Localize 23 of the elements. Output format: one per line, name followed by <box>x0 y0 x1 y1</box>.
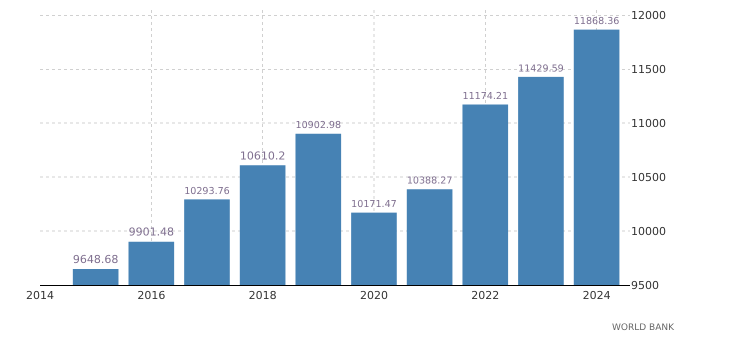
x-tick-label: 2018 <box>248 289 277 302</box>
x-tick-label: 2016 <box>137 289 166 302</box>
data-label: 11868.36 <box>574 16 620 27</box>
text: WORLD BANK <box>612 323 676 333</box>
y-tick-label: 12000 <box>631 9 666 22</box>
data-label: 11174.21 <box>462 90 508 102</box>
y-tick-label: 11000 <box>631 117 666 130</box>
data-label: 10293.76 <box>184 186 230 197</box>
data-label: 9901.48 <box>128 226 174 239</box>
x-tick-label: 2014 <box>26 289 54 302</box>
data-label: 9648.68 <box>72 252 118 266</box>
y-tick-label: 11500 <box>631 63 666 76</box>
x-tick-label: 2024 <box>582 289 611 302</box>
data-label: 10902.98 <box>296 120 342 132</box>
x-tick-label: 2022 <box>471 289 500 302</box>
y-tick-label: 10000 <box>631 224 666 238</box>
x-tick-label: 2020 <box>360 289 388 302</box>
y-tick-label: 10500 <box>631 171 666 184</box>
y-tick-label: 9500 <box>631 278 659 292</box>
data-label: 10388.27 <box>406 176 452 187</box>
data-label: 10610.2 <box>240 149 286 162</box>
data-label: 11429.59 <box>518 63 564 74</box>
data-label: 10171.47 <box>351 198 397 210</box>
